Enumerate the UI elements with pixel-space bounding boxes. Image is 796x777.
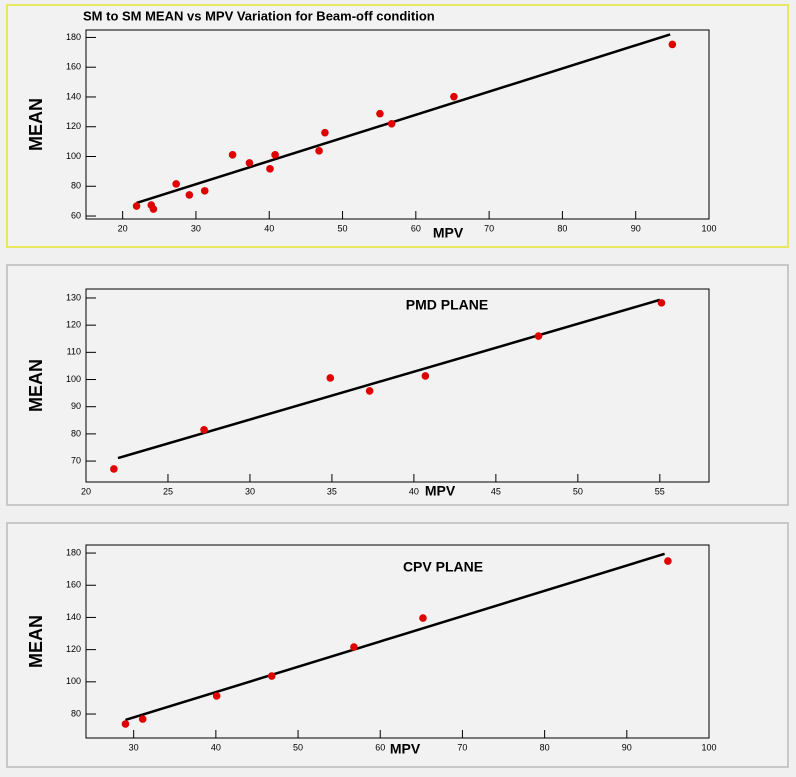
data-point xyxy=(534,332,543,340)
data-point xyxy=(228,151,237,159)
y-tick-label: 120 xyxy=(66,644,81,654)
y-axis-label: MEAN xyxy=(26,98,46,151)
x-tick-label: 30 xyxy=(129,742,139,752)
data-point xyxy=(121,720,130,728)
y-tick-label: 130 xyxy=(66,292,81,302)
x-tick-label: 100 xyxy=(701,223,716,233)
y-tick-label: 140 xyxy=(66,91,81,101)
x-tick-label: 25 xyxy=(163,486,173,496)
data-point xyxy=(200,187,209,195)
chart-title: SM to SM MEAN vs MPV Variation for Beam-… xyxy=(83,8,435,23)
data-point xyxy=(421,372,430,380)
data-point xyxy=(350,643,358,651)
data-point xyxy=(450,92,458,101)
data-point xyxy=(321,128,329,137)
data-point xyxy=(668,40,677,49)
fit-line xyxy=(117,298,661,460)
data-point xyxy=(376,109,384,118)
data-point xyxy=(110,465,118,473)
x-tick-label: 30 xyxy=(245,486,255,496)
x-tick-label: 100 xyxy=(701,742,716,752)
x-tick-label: 40 xyxy=(409,486,419,496)
y-tick-label: 180 xyxy=(66,547,81,557)
y-tick-label: 110 xyxy=(67,347,81,357)
x-tick-label: 70 xyxy=(457,742,467,752)
y-tick-label: 160 xyxy=(66,580,81,590)
y-tick-label: 80 xyxy=(71,181,81,191)
x-tick-label: 70 xyxy=(484,223,494,233)
y-tick-label: 80 xyxy=(71,428,81,438)
x-tick-label: 20 xyxy=(81,486,91,496)
y-tick-label: 100 xyxy=(66,676,81,686)
fit-line xyxy=(136,33,671,205)
y-tick-label: 70 xyxy=(71,455,81,465)
data-point xyxy=(365,387,374,395)
data-point xyxy=(132,202,141,210)
data-point xyxy=(419,614,427,622)
y-tick-label: 120 xyxy=(66,121,81,131)
x-tick-label: 90 xyxy=(622,742,632,752)
data-point xyxy=(664,557,672,565)
x-tick-label: 50 xyxy=(573,486,583,496)
y-tick-label: 100 xyxy=(66,151,81,161)
x-tick-label: 40 xyxy=(264,223,274,233)
data-point xyxy=(271,151,279,159)
data-point xyxy=(149,205,158,213)
x-tick-label: 90 xyxy=(631,223,641,233)
y-axis-label: MEAN xyxy=(26,359,46,412)
plot-frame xyxy=(85,544,710,739)
x-tick-label: 80 xyxy=(540,742,550,752)
x-tick-label: 55 xyxy=(655,486,665,496)
x-tick-label: 35 xyxy=(327,486,337,496)
y-axis-label: MEAN xyxy=(26,615,46,668)
data-point xyxy=(387,119,396,128)
data-point xyxy=(245,159,254,167)
x-tick-label: 40 xyxy=(211,742,221,752)
x-axis-label: MPV xyxy=(390,741,421,757)
x-tick-label: 50 xyxy=(338,223,348,233)
y-tick-label: 120 xyxy=(66,320,81,330)
x-axis-label: MPV xyxy=(433,225,464,241)
data-point xyxy=(267,672,276,680)
data-point xyxy=(200,426,208,434)
x-tick-label: 60 xyxy=(375,742,385,752)
x-tick-label: 30 xyxy=(191,223,201,233)
data-point xyxy=(138,715,147,723)
chart-title: CPV PLANE xyxy=(403,559,483,575)
y-tick-label: 160 xyxy=(66,62,81,72)
x-tick-label: 80 xyxy=(557,223,567,233)
y-tick-label: 60 xyxy=(71,210,81,220)
chart-title: PMD PLANE xyxy=(406,297,488,313)
y-tick-label: 100 xyxy=(66,374,81,384)
y-tick-label: 90 xyxy=(71,401,81,411)
data-point xyxy=(212,692,221,700)
x-tick-label: 60 xyxy=(411,223,421,233)
x-tick-label: 50 xyxy=(293,742,303,752)
x-tick-label: 45 xyxy=(491,486,501,496)
data-point xyxy=(326,374,335,382)
y-tick-label: 140 xyxy=(66,612,81,622)
x-axis-label: MPV xyxy=(425,483,456,499)
plot-frame xyxy=(85,288,710,483)
y-tick-label: 80 xyxy=(71,708,81,718)
data-point xyxy=(266,165,274,173)
fit-line xyxy=(125,552,665,722)
y-tick-label: 180 xyxy=(66,32,81,42)
x-tick-label: 20 xyxy=(118,223,128,233)
data-point xyxy=(315,147,323,155)
plot-frame xyxy=(85,29,710,220)
data-point xyxy=(185,191,194,199)
data-point xyxy=(172,180,180,188)
data-point xyxy=(657,299,666,307)
